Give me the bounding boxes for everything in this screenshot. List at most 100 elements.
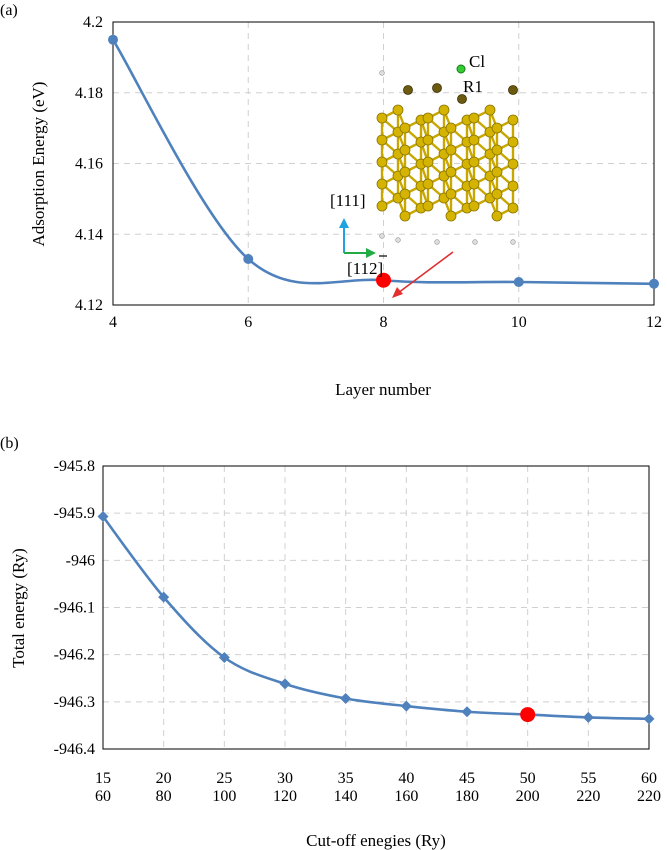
chart-b-data-point: [400, 700, 412, 712]
crystal-atom: [507, 114, 519, 126]
crystal-atom: [422, 200, 434, 212]
chart-a-series-line: [111, 39, 655, 286]
crystal-atom: [491, 166, 503, 178]
crystal-atom: [399, 144, 411, 156]
chart-a-y-tick-label: 4.18: [75, 85, 103, 102]
chart-b-y-tick-label: -946: [66, 552, 95, 569]
chart-b-data-point: [643, 713, 655, 725]
chart-b-x-tick-label-bottom: 220: [637, 788, 661, 805]
direction-111-arrowhead: [339, 218, 349, 228]
chart-b-x-tick-label-bottom: 180: [455, 788, 479, 805]
pointer-arrow: [397, 251, 454, 294]
chart-b-y-axis-label: Total energy (Ry): [9, 548, 28, 668]
crystal-atom: [376, 112, 388, 124]
crystal-atom: [422, 156, 434, 168]
crystal-structure-inset: Cl R1 [111] [112]: [330, 52, 519, 298]
chart-b-data-point: [279, 678, 291, 690]
chart-b-x-tick-label-top: 35: [338, 770, 354, 787]
cl-atom-label: Cl: [469, 52, 485, 71]
surface-atom: [403, 85, 413, 95]
crystal-atom: [445, 144, 457, 156]
chart-b-y-tick-label: -945.8: [54, 458, 95, 475]
crystal-atom: [422, 178, 434, 190]
crystal-atom: [392, 104, 404, 116]
cl-atom: [456, 64, 466, 74]
chart-b-y-tick-label: -946.3: [54, 694, 95, 711]
direction-111-label: [111]: [330, 191, 366, 210]
hydrogen-atom: [510, 239, 516, 245]
chart-b-x-tick-label-top: 60: [641, 770, 657, 787]
chart-a-x-tick-label: 10: [511, 314, 527, 331]
crystal-atom: [445, 166, 457, 178]
crystal-atom: [422, 112, 434, 124]
hydrogen-atom: [472, 239, 478, 245]
chart-b-points: [97, 510, 655, 725]
chart-b-x-tick-label-bottom: 60: [95, 788, 111, 805]
chart-b-x-tick-label-bottom: 120: [273, 788, 297, 805]
chart-a-y-ticks: 4.12 4.14 4.16 4.18 4.2: [75, 14, 103, 314]
crystal-atom: [376, 134, 388, 146]
chart-a-x-tick-label: 4: [109, 314, 117, 331]
chart-a-y-tick-label: 4.16: [75, 156, 103, 173]
direction-112-label: [112]: [347, 259, 383, 278]
chart-a-y-tick-label: 4.2: [83, 14, 103, 31]
crystal-atom: [491, 144, 503, 156]
chart-b-x-tick-label-bottom: 160: [394, 788, 418, 805]
chart-a-highlight-point: [376, 272, 391, 288]
hydrogen-atom: [379, 233, 385, 239]
crystal-atom: [491, 210, 503, 222]
chart-a-x-axis-label: Layer number: [335, 380, 431, 399]
chart-a-x-tick-label: 6: [244, 314, 252, 331]
crystal-atom: [445, 122, 457, 134]
chart-b-series-line: [101, 515, 650, 721]
crystal-atom: [445, 188, 457, 200]
panel-a-label: (a): [0, 2, 18, 19]
chart-a-plot-frame: [112, 21, 655, 306]
chart-b-x-tick-label-top: 30: [277, 770, 293, 787]
crystal-atom: [491, 188, 503, 200]
chart-a-x-tick-label: 8: [380, 314, 388, 331]
surface-atom: [457, 94, 467, 104]
surface-atom: [432, 83, 442, 93]
chart-a-y-tick-label: 4.14: [75, 226, 103, 243]
chart-b-grid: [103, 466, 649, 749]
chart-b-plot-frame: [102, 465, 650, 750]
chart-b-data-point: [218, 651, 230, 663]
chart-b-x-tick-label-top: 50: [520, 770, 536, 787]
chart-a-y-axis-label: Adsorption Energy (eV): [29, 82, 48, 247]
chart-b-y-tick-label: -946.2: [54, 647, 95, 664]
chart-b-x-tick-label-top: 40: [398, 770, 414, 787]
chart-a-data-point: [243, 254, 254, 265]
direction-112-arrowhead: [366, 248, 376, 258]
chart-a-x-ticks: 4 6 8 10 12: [109, 314, 662, 331]
crystal-atom: [422, 134, 434, 146]
crystal-atom: [438, 104, 450, 116]
chart-b-x-tick-label-bottom: 140: [334, 788, 358, 805]
crystal-atom: [376, 178, 388, 190]
chart-b-x-tick-label-bottom: 80: [156, 788, 172, 805]
chart-b-y-tick-label: -945.9: [54, 505, 95, 522]
crystal-atom: [491, 122, 503, 134]
chart-a-x-tick-label: 12: [646, 314, 662, 331]
chart-b-x-tick-label-top: 45: [459, 770, 475, 787]
pointer-arrowhead: [392, 287, 403, 298]
crystal-atom: [399, 166, 411, 178]
r1-site-label: R1: [463, 77, 483, 96]
chart-b-x-tick-label-bottom: 200: [516, 788, 540, 805]
hydrogen-atom: [395, 237, 401, 243]
crystal-atom: [484, 104, 496, 116]
crystal-atom: [445, 210, 457, 222]
chart-b-x-ticks: 1560208025100301203514040160451805020055…: [95, 770, 661, 805]
crystal-atom: [468, 200, 480, 212]
crystal-atom: [468, 112, 480, 124]
chart-b-data-point: [340, 693, 352, 705]
chart-b-x-tick-label-bottom: 220: [576, 788, 600, 805]
chart-b-x-tick-label-top: 25: [216, 770, 232, 787]
crystal-atom: [376, 200, 388, 212]
crystal-atom: [507, 180, 519, 192]
chart-a: (a) 4.12 4.14 4.16 4.18 4.2 4 6 8 10 12 Layer nu…: [0, 2, 662, 399]
chart-b-y-ticks: -945.8 -945.9 -946 -946.1 -946.2 -946.3 -946.4: [54, 458, 95, 758]
crystal-atom: [507, 202, 519, 214]
chart-b-data-point: [158, 591, 170, 603]
